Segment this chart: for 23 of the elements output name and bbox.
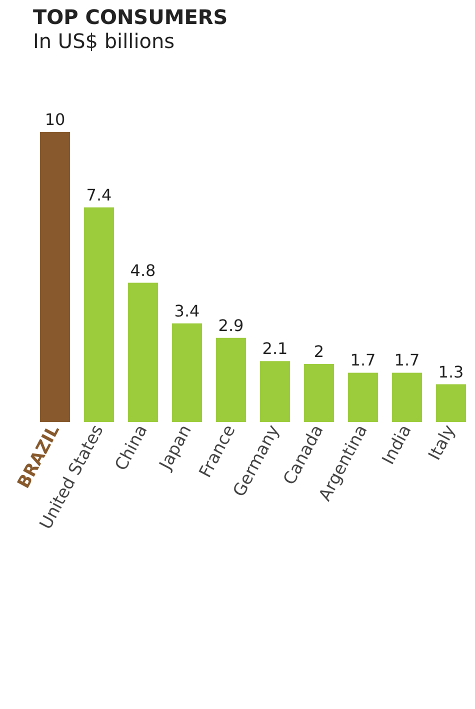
data-label: 1.7 [394, 350, 420, 370]
chart-subtitle: In US$ billions [33, 29, 175, 53]
data-label: 2 [314, 342, 324, 361]
bar [348, 372, 378, 422]
data-label: 10 [44, 110, 66, 129]
bar [260, 361, 290, 422]
x-tick-label: Italy [424, 422, 460, 464]
bar [40, 132, 70, 422]
data-label: 7.4 [86, 185, 112, 204]
data-label: 3.4 [174, 301, 200, 320]
chart-title: TOP CONSUMERS [33, 5, 228, 29]
data-label: 1.3 [438, 362, 464, 382]
bar [436, 384, 466, 422]
data-label: 4.8 [130, 260, 156, 280]
bar [304, 364, 334, 422]
data-label: 2.9 [218, 316, 244, 335]
data-label: 1.7 [350, 350, 376, 370]
data-label: 2.1 [262, 339, 288, 358]
bar [392, 372, 422, 422]
bar [216, 338, 246, 422]
bar [172, 323, 202, 422]
bar [128, 282, 158, 422]
bar [84, 207, 114, 422]
